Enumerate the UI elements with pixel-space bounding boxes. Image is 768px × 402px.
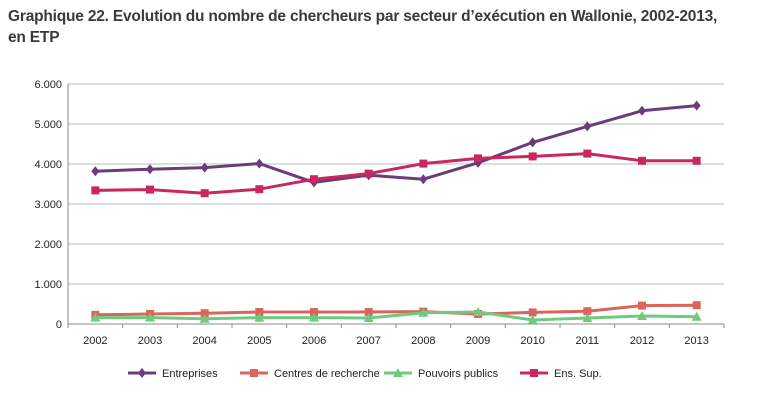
x-tick-label: 2002 — [83, 335, 107, 347]
data-point-pouvoirs-publics — [418, 307, 429, 317]
data-point-centres-de-recherche — [528, 308, 537, 317]
data-point-centres-de-recherche — [692, 301, 701, 310]
data-point-centres-de-recherche — [364, 308, 373, 316]
data-point-entreprises — [528, 137, 537, 148]
data-point-pouvoirs-publics — [363, 313, 374, 322]
y-tick-label: 1.000 — [34, 279, 62, 291]
data-point-pouvoirs-publics — [527, 315, 538, 324]
x-tick-label: 2012 — [630, 335, 654, 347]
series-line-centres-de-recherche — [95, 303, 697, 317]
legend-marker — [393, 368, 403, 377]
data-point-centres-de-recherche — [310, 308, 318, 316]
data-point-ens-sup — [255, 185, 264, 194]
legend-label: Pouvoirs publics — [418, 368, 499, 380]
series-line-ens-sup — [95, 152, 697, 195]
data-point-entreprises — [146, 164, 154, 175]
x-tick-label: 2006 — [302, 335, 326, 347]
legend-label: Entreprises — [162, 368, 218, 380]
data-point-ens-sup — [692, 156, 701, 165]
data-point-ens-sup — [200, 189, 209, 198]
legend-marker — [138, 368, 146, 378]
series-line-pouvoirs-publics — [95, 310, 697, 322]
data-point-pouvoirs-publics — [473, 307, 483, 316]
data-point-pouvoirs-publics — [309, 312, 319, 322]
series-ens-sup — [91, 149, 701, 198]
data-point-entreprises — [419, 174, 428, 185]
data-point-entreprises — [255, 158, 264, 169]
data-point-ens-sup — [419, 159, 428, 168]
data-point-pouvoirs-publics — [582, 313, 593, 322]
legend-marker — [250, 369, 258, 377]
x-tick-label: 2013 — [684, 335, 708, 347]
legend-item-pouvoirs-publics: Pouvoirs publics — [384, 368, 499, 380]
x-tick-label: 2011 — [576, 335, 600, 347]
chart-title-line-1: Graphique 22. Evolution du nombre de che… — [8, 8, 718, 25]
data-point-ens-sup — [638, 156, 646, 165]
x-tick-label: 2004 — [192, 335, 216, 347]
chart-title: Graphique 22. Evolution du nombre de che… — [8, 6, 758, 48]
data-point-ens-sup — [91, 186, 100, 195]
data-point-pouvoirs-publics — [691, 311, 702, 321]
data-point-centres-de-recherche — [638, 301, 646, 310]
data-point-pouvoirs-publics — [637, 311, 647, 320]
chart-title-line-2: en ETP — [8, 29, 60, 46]
series-entreprises — [91, 100, 701, 188]
x-tick-label: 2010 — [520, 335, 544, 347]
x-tick-label: 2003 — [138, 335, 162, 347]
data-point-centres-de-recherche — [255, 308, 264, 316]
x-tick-label: 2008 — [411, 335, 435, 347]
data-point-centres-de-recherche — [200, 309, 209, 318]
data-point-entreprises — [638, 105, 646, 116]
y-tick-label: 6.000 — [34, 79, 62, 91]
x-tick-label: 2005 — [247, 335, 271, 347]
x-tick-label: 2009 — [466, 335, 490, 347]
data-point-entreprises — [200, 162, 209, 173]
data-point-pouvoirs-publics — [90, 312, 101, 322]
legend-item-centres-de-recherche: Centres de recherche — [240, 368, 380, 380]
data-point-entreprises — [692, 100, 701, 111]
data-point-ens-sup — [474, 154, 482, 163]
data-point-ens-sup — [528, 152, 537, 161]
data-point-ens-sup — [583, 149, 592, 158]
y-tick-label: 3.000 — [34, 199, 62, 211]
y-tick-label: 0 — [56, 319, 62, 331]
x-tick-label: 2007 — [356, 335, 380, 347]
legend-label: Centres de recherche — [274, 368, 380, 380]
data-point-pouvoirs-publics — [254, 312, 265, 322]
data-point-pouvoirs-publics — [145, 312, 155, 322]
y-tick-label: 4.000 — [34, 159, 62, 171]
y-tick-label: 2.000 — [34, 239, 62, 251]
data-point-entreprises — [91, 166, 100, 177]
data-point-pouvoirs-publics — [199, 313, 210, 323]
series-line-entreprises — [95, 104, 697, 184]
legend-item-entreprises: Entreprises — [128, 368, 218, 380]
data-point-entreprises — [583, 121, 592, 132]
y-tick-label: 5.000 — [34, 119, 62, 131]
data-point-ens-sup — [364, 169, 373, 178]
data-point-ens-sup — [310, 175, 318, 184]
data-point-ens-sup — [146, 185, 154, 194]
legend-item-ens-sup: Ens. Sup. — [520, 368, 602, 380]
legend-marker — [530, 369, 538, 377]
series-pouvoirs-publics — [90, 307, 702, 324]
data-point-centres-de-recherche — [583, 307, 592, 316]
legend-label: Ens. Sup. — [554, 368, 602, 380]
